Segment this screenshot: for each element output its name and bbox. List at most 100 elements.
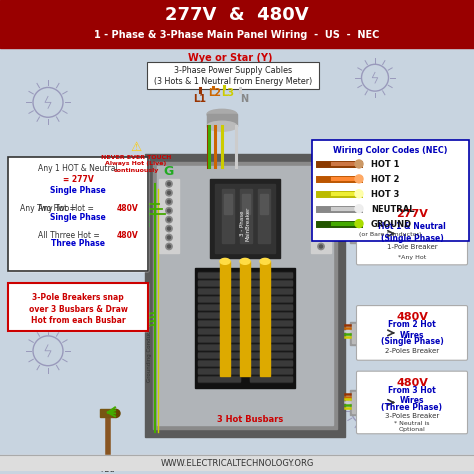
Text: 2-Poles Breaker: 2-Poles Breaker: [385, 348, 439, 354]
Bar: [198, 313, 240, 317]
Bar: [224, 194, 232, 214]
Circle shape: [166, 225, 172, 232]
Text: Always Hot (Live): Always Hot (Live): [105, 162, 167, 166]
Text: All Thrree Hot =: All Thrree Hot =: [38, 231, 100, 240]
Circle shape: [318, 190, 324, 196]
Text: GROUND: GROUND: [371, 220, 412, 229]
Text: 3 Hot Busbars: 3 Hot Busbars: [217, 415, 283, 424]
Bar: [153, 162, 337, 429]
Text: Hot 1 & Neutral: Hot 1 & Neutral: [378, 222, 446, 231]
Circle shape: [166, 208, 172, 214]
Bar: [198, 305, 240, 309]
Bar: [250, 273, 292, 277]
Text: Any 1 HOT & Neutral: Any 1 HOT & Neutral: [38, 164, 118, 173]
Bar: [250, 336, 292, 342]
Bar: [250, 280, 292, 286]
Text: N: N: [316, 165, 326, 178]
Bar: [198, 280, 240, 286]
Bar: [198, 288, 240, 294]
Bar: [198, 328, 240, 334]
Bar: [352, 324, 370, 343]
Text: Neutral: Neutral: [335, 204, 339, 228]
Bar: [260, 194, 268, 214]
Bar: [250, 297, 292, 301]
Ellipse shape: [220, 258, 230, 264]
Bar: [198, 296, 240, 302]
Circle shape: [167, 218, 171, 221]
Text: 3 - Phase
MainBreaker: 3 - Phase MainBreaker: [239, 206, 250, 241]
Ellipse shape: [355, 219, 363, 228]
Bar: [0, 0, 474, 48]
Text: From 2 Hot
Wires: From 2 Hot Wires: [388, 320, 436, 340]
Bar: [145, 154, 345, 437]
Circle shape: [319, 209, 322, 212]
Circle shape: [319, 182, 322, 185]
Text: 480V: 480V: [396, 312, 428, 322]
FancyBboxPatch shape: [356, 306, 467, 360]
Bar: [350, 322, 372, 345]
Circle shape: [167, 191, 171, 194]
Circle shape: [166, 199, 172, 205]
Bar: [220, 261, 230, 375]
Circle shape: [318, 225, 324, 232]
Bar: [222, 189, 234, 244]
FancyBboxPatch shape: [312, 140, 469, 241]
Bar: [198, 369, 240, 373]
Bar: [198, 377, 240, 381]
Bar: [198, 345, 240, 349]
Circle shape: [167, 236, 171, 239]
Text: *Any Hot: *Any Hot: [398, 255, 426, 260]
Bar: [198, 272, 240, 278]
Bar: [350, 224, 372, 244]
Bar: [250, 329, 292, 333]
Bar: [250, 368, 292, 374]
Bar: [198, 281, 240, 285]
Circle shape: [167, 200, 171, 203]
Ellipse shape: [207, 109, 237, 119]
Bar: [8, 157, 148, 271]
Text: Any Two Hot =: Any Two Hot =: [38, 204, 94, 213]
Bar: [352, 226, 370, 241]
Bar: [0, 48, 474, 471]
Text: L3: L3: [221, 89, 235, 99]
Bar: [250, 344, 292, 350]
Bar: [198, 336, 240, 342]
Text: 277V: 277V: [396, 209, 428, 219]
Bar: [198, 304, 240, 310]
Circle shape: [318, 208, 324, 214]
Bar: [250, 305, 292, 309]
Bar: [198, 289, 240, 293]
Bar: [198, 352, 240, 358]
Bar: [250, 304, 292, 310]
Text: 3-Pole Breakers snap: 3-Pole Breakers snap: [32, 292, 124, 301]
Circle shape: [318, 181, 324, 187]
Bar: [198, 368, 240, 374]
Bar: [157, 166, 333, 425]
Bar: [350, 390, 372, 415]
Bar: [250, 288, 292, 294]
Bar: [198, 297, 240, 301]
Circle shape: [318, 199, 324, 205]
Circle shape: [167, 227, 171, 230]
Bar: [250, 360, 292, 366]
Ellipse shape: [355, 175, 363, 183]
Text: L1: L1: [193, 94, 207, 104]
Bar: [352, 392, 370, 413]
Ellipse shape: [355, 205, 363, 213]
Circle shape: [166, 190, 172, 196]
Text: (Single Phase): (Single Phase): [381, 234, 443, 243]
Text: Any Two Hot =: Any Two Hot =: [20, 204, 78, 213]
Text: From 3 Hot
Wires: From 3 Hot Wires: [388, 386, 436, 405]
FancyBboxPatch shape: [147, 62, 319, 90]
Ellipse shape: [240, 258, 250, 264]
Text: Grounding Conductor: Grounding Conductor: [147, 323, 153, 382]
Bar: [242, 194, 250, 214]
Bar: [207, 114, 237, 126]
Bar: [250, 320, 292, 326]
Bar: [250, 345, 292, 349]
Circle shape: [166, 181, 172, 187]
Bar: [250, 281, 292, 285]
Circle shape: [167, 182, 171, 185]
Bar: [8, 283, 148, 331]
Bar: [250, 369, 292, 373]
